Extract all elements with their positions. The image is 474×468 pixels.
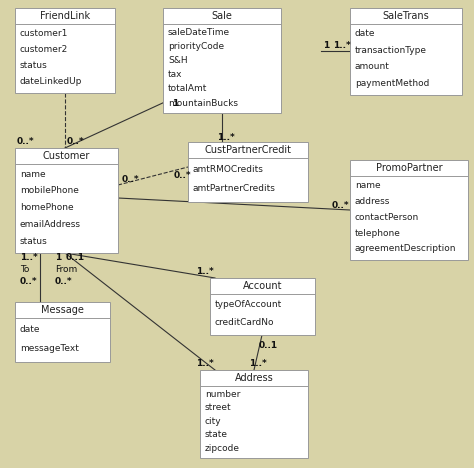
Bar: [15, 8, 115, 93]
Text: 1..*: 1..*: [196, 268, 214, 277]
Text: 1..*: 1..*: [196, 359, 214, 368]
Text: FriendLink: FriendLink: [40, 11, 90, 21]
Bar: [200, 370, 308, 458]
Text: 0..*: 0..*: [121, 176, 139, 184]
Text: number: number: [205, 390, 240, 399]
Text: 1: 1: [55, 254, 61, 263]
Text: creditCardNo: creditCardNo: [215, 318, 274, 327]
Text: 1..*: 1..*: [20, 254, 38, 263]
Text: tax: tax: [168, 70, 182, 80]
Text: priorityCode: priorityCode: [168, 42, 224, 51]
Text: telephone: telephone: [355, 228, 401, 238]
Bar: [188, 142, 308, 202]
Text: Sale: Sale: [211, 11, 232, 21]
Text: dateLinkedUp: dateLinkedUp: [20, 77, 82, 86]
Text: amtPartnerCredits: amtPartnerCredits: [193, 184, 276, 193]
Text: Address: Address: [235, 373, 273, 383]
Text: S&H: S&H: [168, 56, 188, 65]
Text: typeOfAccount: typeOfAccount: [215, 300, 282, 309]
Bar: [163, 8, 281, 113]
Text: date: date: [20, 325, 40, 334]
Bar: [15, 148, 118, 253]
Text: 0..*: 0..*: [55, 278, 73, 286]
Text: mobilePhone: mobilePhone: [20, 186, 79, 195]
Text: 0..*: 0..*: [331, 200, 349, 210]
Text: From: From: [55, 265, 77, 275]
Text: 1: 1: [172, 98, 178, 108]
Text: 0..*: 0..*: [16, 138, 34, 146]
Text: CustPartnerCredit: CustPartnerCredit: [204, 145, 292, 155]
Text: status: status: [20, 61, 48, 70]
Text: name: name: [355, 181, 381, 190]
Text: 1..*: 1..*: [333, 42, 351, 51]
Text: name: name: [20, 169, 46, 179]
Text: 0..*: 0..*: [66, 138, 84, 146]
Text: mountainBucks: mountainBucks: [168, 99, 238, 108]
Text: SaleTrans: SaleTrans: [383, 11, 429, 21]
Text: customer1: customer1: [20, 29, 68, 38]
Text: 0..1: 0..1: [258, 341, 278, 350]
Text: contactPerson: contactPerson: [355, 213, 419, 222]
Text: 1: 1: [323, 42, 329, 51]
Text: paymentMethod: paymentMethod: [355, 79, 429, 88]
Text: Message: Message: [41, 305, 84, 315]
Text: amtRMOCredits: amtRMOCredits: [193, 165, 264, 174]
Text: totalAmt: totalAmt: [168, 85, 207, 94]
Bar: [15, 302, 110, 362]
Text: amount: amount: [355, 62, 390, 72]
Text: emailAddress: emailAddress: [20, 220, 81, 229]
Text: zipcode: zipcode: [205, 444, 240, 453]
Text: city: city: [205, 417, 222, 426]
Text: address: address: [355, 197, 391, 206]
Text: status: status: [20, 237, 48, 246]
Bar: [350, 8, 462, 95]
Text: customer2: customer2: [20, 45, 68, 54]
Text: homePhone: homePhone: [20, 203, 73, 212]
Text: 0..1: 0..1: [65, 254, 84, 263]
Text: agreementDescription: agreementDescription: [355, 244, 456, 253]
Text: saleDateTime: saleDateTime: [168, 28, 230, 37]
Text: To: To: [20, 265, 29, 275]
Text: 0..*: 0..*: [173, 170, 191, 180]
Text: Customer: Customer: [43, 151, 90, 161]
Text: 1..*: 1..*: [249, 359, 267, 368]
Text: transactionType: transactionType: [355, 46, 427, 55]
Text: street: street: [205, 403, 232, 412]
Bar: [210, 278, 315, 335]
Text: PromoPartner: PromoPartner: [376, 163, 442, 173]
Text: Account: Account: [243, 281, 282, 291]
Text: 1..*: 1..*: [217, 133, 235, 142]
Text: date: date: [355, 29, 375, 38]
Text: messageText: messageText: [20, 344, 79, 353]
Text: 0..*: 0..*: [20, 278, 37, 286]
Bar: [350, 160, 468, 260]
Text: state: state: [205, 431, 228, 439]
